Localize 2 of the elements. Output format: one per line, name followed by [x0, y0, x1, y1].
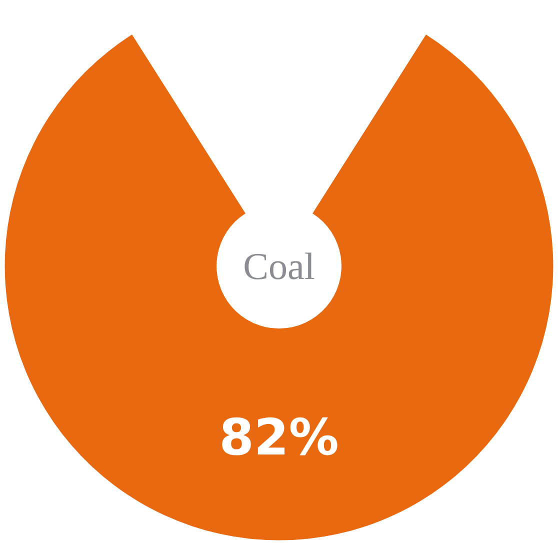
- text: Coal: [243, 246, 315, 288]
- data-label: 82%: [219, 408, 339, 466]
